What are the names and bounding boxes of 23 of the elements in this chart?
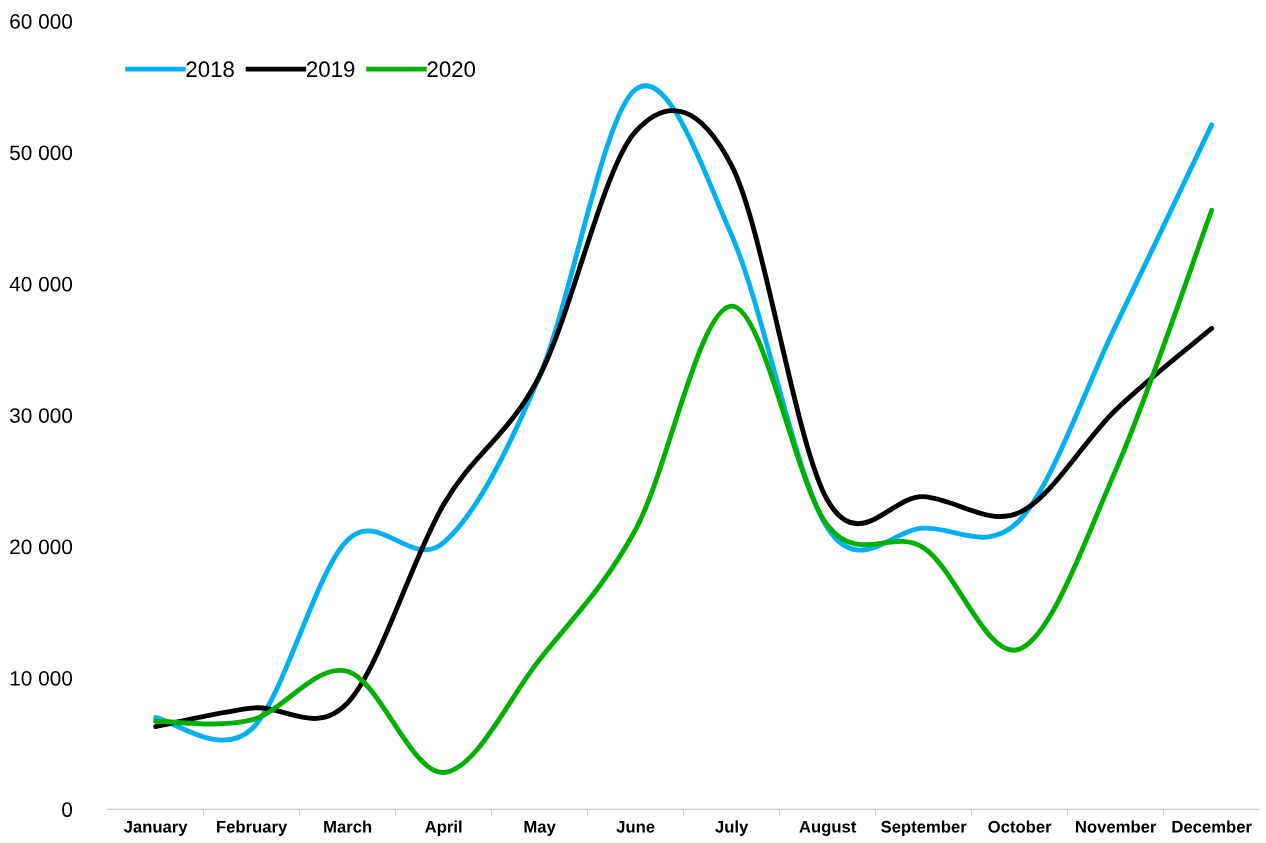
y-tick-label: 30 000: [9, 408, 73, 423]
x-tick-label: October: [988, 820, 1052, 833]
y-tick-label: 60 000: [10, 14, 73, 29]
x-tick-label: January: [123, 821, 188, 836]
line-series: [153, 207, 1215, 775]
x-tick-label: September: [881, 820, 967, 836]
legend-label: 2020: [427, 61, 476, 78]
x-tick-label: August: [799, 820, 857, 836]
y-tick-label: 20 000: [10, 539, 73, 555]
legend-label: 2018: [186, 61, 234, 78]
x-tick-label: April: [425, 820, 462, 836]
x-tick-label: March: [324, 820, 372, 833]
x-tick-label: November: [1076, 820, 1157, 833]
x-tick-label: May: [524, 821, 556, 836]
y-tick-label: 10 000: [10, 670, 73, 686]
y-tick-label: 40 000: [9, 276, 73, 292]
x-tick-label: February: [217, 820, 288, 836]
x-tick-label: July: [715, 820, 749, 836]
x-tick-label: December: [1172, 820, 1252, 833]
legend-label: 2019: [307, 61, 355, 78]
y-tick-label: 0: [62, 802, 73, 818]
y-tick-label: 50 000: [10, 145, 73, 161]
x-tick-label: June: [616, 821, 655, 833]
